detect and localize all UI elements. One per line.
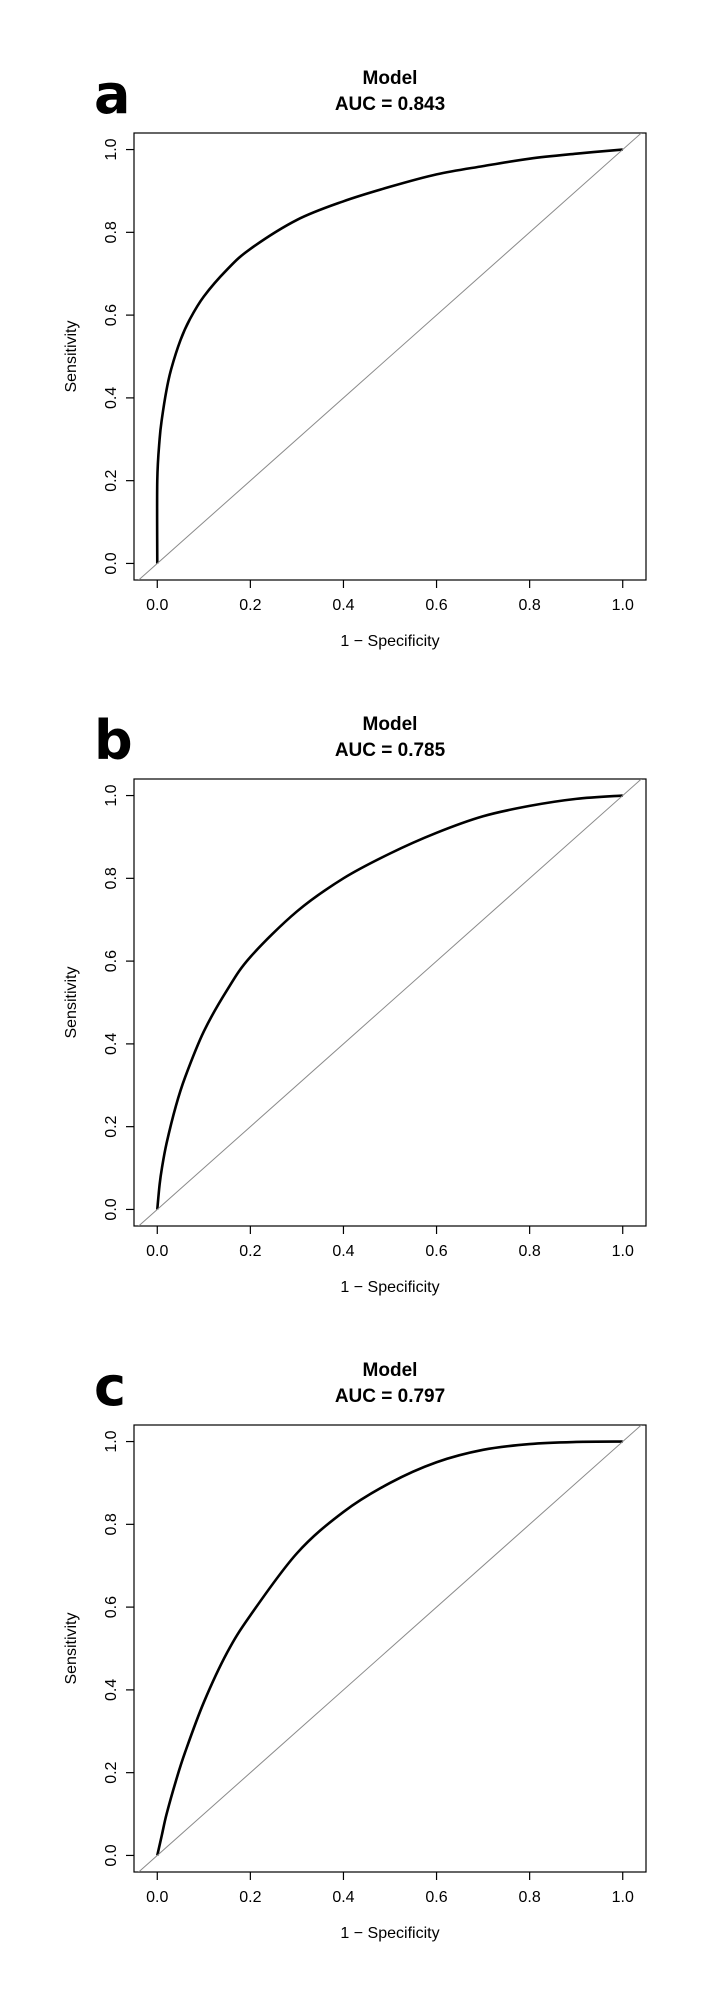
panel-b: b Model AUC = 0.785 0.0 0.2 0.4 0.6 0.8 1.0 0.0 0.…: [63, 709, 647, 1296]
y-tick-label: 0.2: [103, 469, 120, 491]
y-tick-label: 0.0: [103, 1198, 120, 1220]
x-axis-label: 1 − Specificity: [340, 633, 439, 650]
y-tick-label: 0.2: [103, 1115, 120, 1137]
y-tick-label: 1.0: [103, 1430, 120, 1452]
y-tick-label: 1.0: [103, 138, 120, 160]
plot-frame: [133, 778, 647, 1227]
y-tick-label: 0.6: [103, 950, 120, 972]
y-tick-label: 0.4: [103, 1679, 120, 1701]
chart-subtitle: AUC = 0.785: [335, 740, 446, 761]
chart-title: Model: [363, 1360, 418, 1381]
x-tick-label: 0.8: [519, 597, 541, 614]
y-tick-label: 1.0: [103, 784, 120, 806]
x-axis-label: 1 − Specificity: [340, 1925, 439, 1942]
x-tick-label: 0.6: [425, 1889, 447, 1906]
panel-letter: c: [94, 1355, 126, 1418]
x-tick-label: 0.6: [425, 1243, 447, 1260]
x-tick-label: 0.4: [332, 1889, 354, 1906]
y-tick-label: 0.6: [103, 1596, 120, 1618]
x-tick-label: 0.2: [239, 1889, 261, 1906]
y-axis-label: Sensitivity: [63, 320, 80, 392]
x-tick-label: 0.6: [425, 597, 447, 614]
x-tick-label: 0.0: [146, 1243, 168, 1260]
x-axis-label: 1 − Specificity: [340, 1279, 439, 1296]
x-tick-label: 1.0: [612, 1243, 634, 1260]
plot-frame: [133, 132, 647, 581]
chart-title: Model: [363, 68, 418, 89]
y-axis-label: Sensitivity: [63, 1612, 80, 1684]
plot-frame: [133, 1424, 647, 1873]
y-tick-label: 0.0: [103, 1844, 120, 1866]
x-tick-label: 0.2: [239, 1243, 261, 1260]
reference-diagonal-line: [138, 133, 642, 580]
chart-title: Model: [363, 714, 418, 735]
chart-subtitle: AUC = 0.843: [335, 94, 445, 115]
x-tick-label: 0.0: [146, 1889, 168, 1906]
x-tick-label: 1.0: [612, 1889, 634, 1906]
y-tick-label: 0.2: [103, 1761, 120, 1783]
panel-letter: a: [94, 63, 130, 126]
chart-subtitle: AUC = 0.797: [335, 1386, 445, 1407]
y-tick-label: 0.6: [103, 304, 120, 326]
reference-diagonal-line: [138, 779, 642, 1226]
x-tick-label: 0.8: [519, 1243, 541, 1260]
y-tick-label: 0.4: [103, 1033, 120, 1055]
x-tick-label: 0.8: [519, 1889, 541, 1906]
y-tick-label: 0.8: [103, 867, 120, 889]
roc-curve-line: [155, 148, 623, 564]
x-tick-label: 0.4: [332, 1243, 354, 1260]
x-tick-label: 0.2: [239, 597, 261, 614]
panel-letter: b: [94, 709, 133, 772]
y-tick-label: 0.8: [103, 221, 120, 243]
x-tick-label: 1.0: [612, 597, 634, 614]
x-tick-label: 0.4: [332, 597, 354, 614]
y-axis-label: Sensitivity: [63, 966, 80, 1038]
y-tick-label: 0.8: [103, 1513, 120, 1535]
panel-c: c Model AUC = 0.797 0.0 0.2 0.4 0.6 0.8 1.0 0.0 0.…: [63, 1355, 647, 1942]
x-tick-label: 0.0: [146, 597, 168, 614]
panel-a: a Model AUC = 0.843 0.0 0.2 0.4 0.6 0.8 1.0 0.0 0.…: [63, 63, 647, 650]
roc-curve-line: [155, 794, 623, 1210]
y-tick-label: 0.0: [103, 552, 120, 574]
roc-curve-line: [156, 1440, 623, 1856]
reference-diagonal-line: [138, 1425, 642, 1872]
y-tick-label: 0.4: [103, 387, 120, 409]
